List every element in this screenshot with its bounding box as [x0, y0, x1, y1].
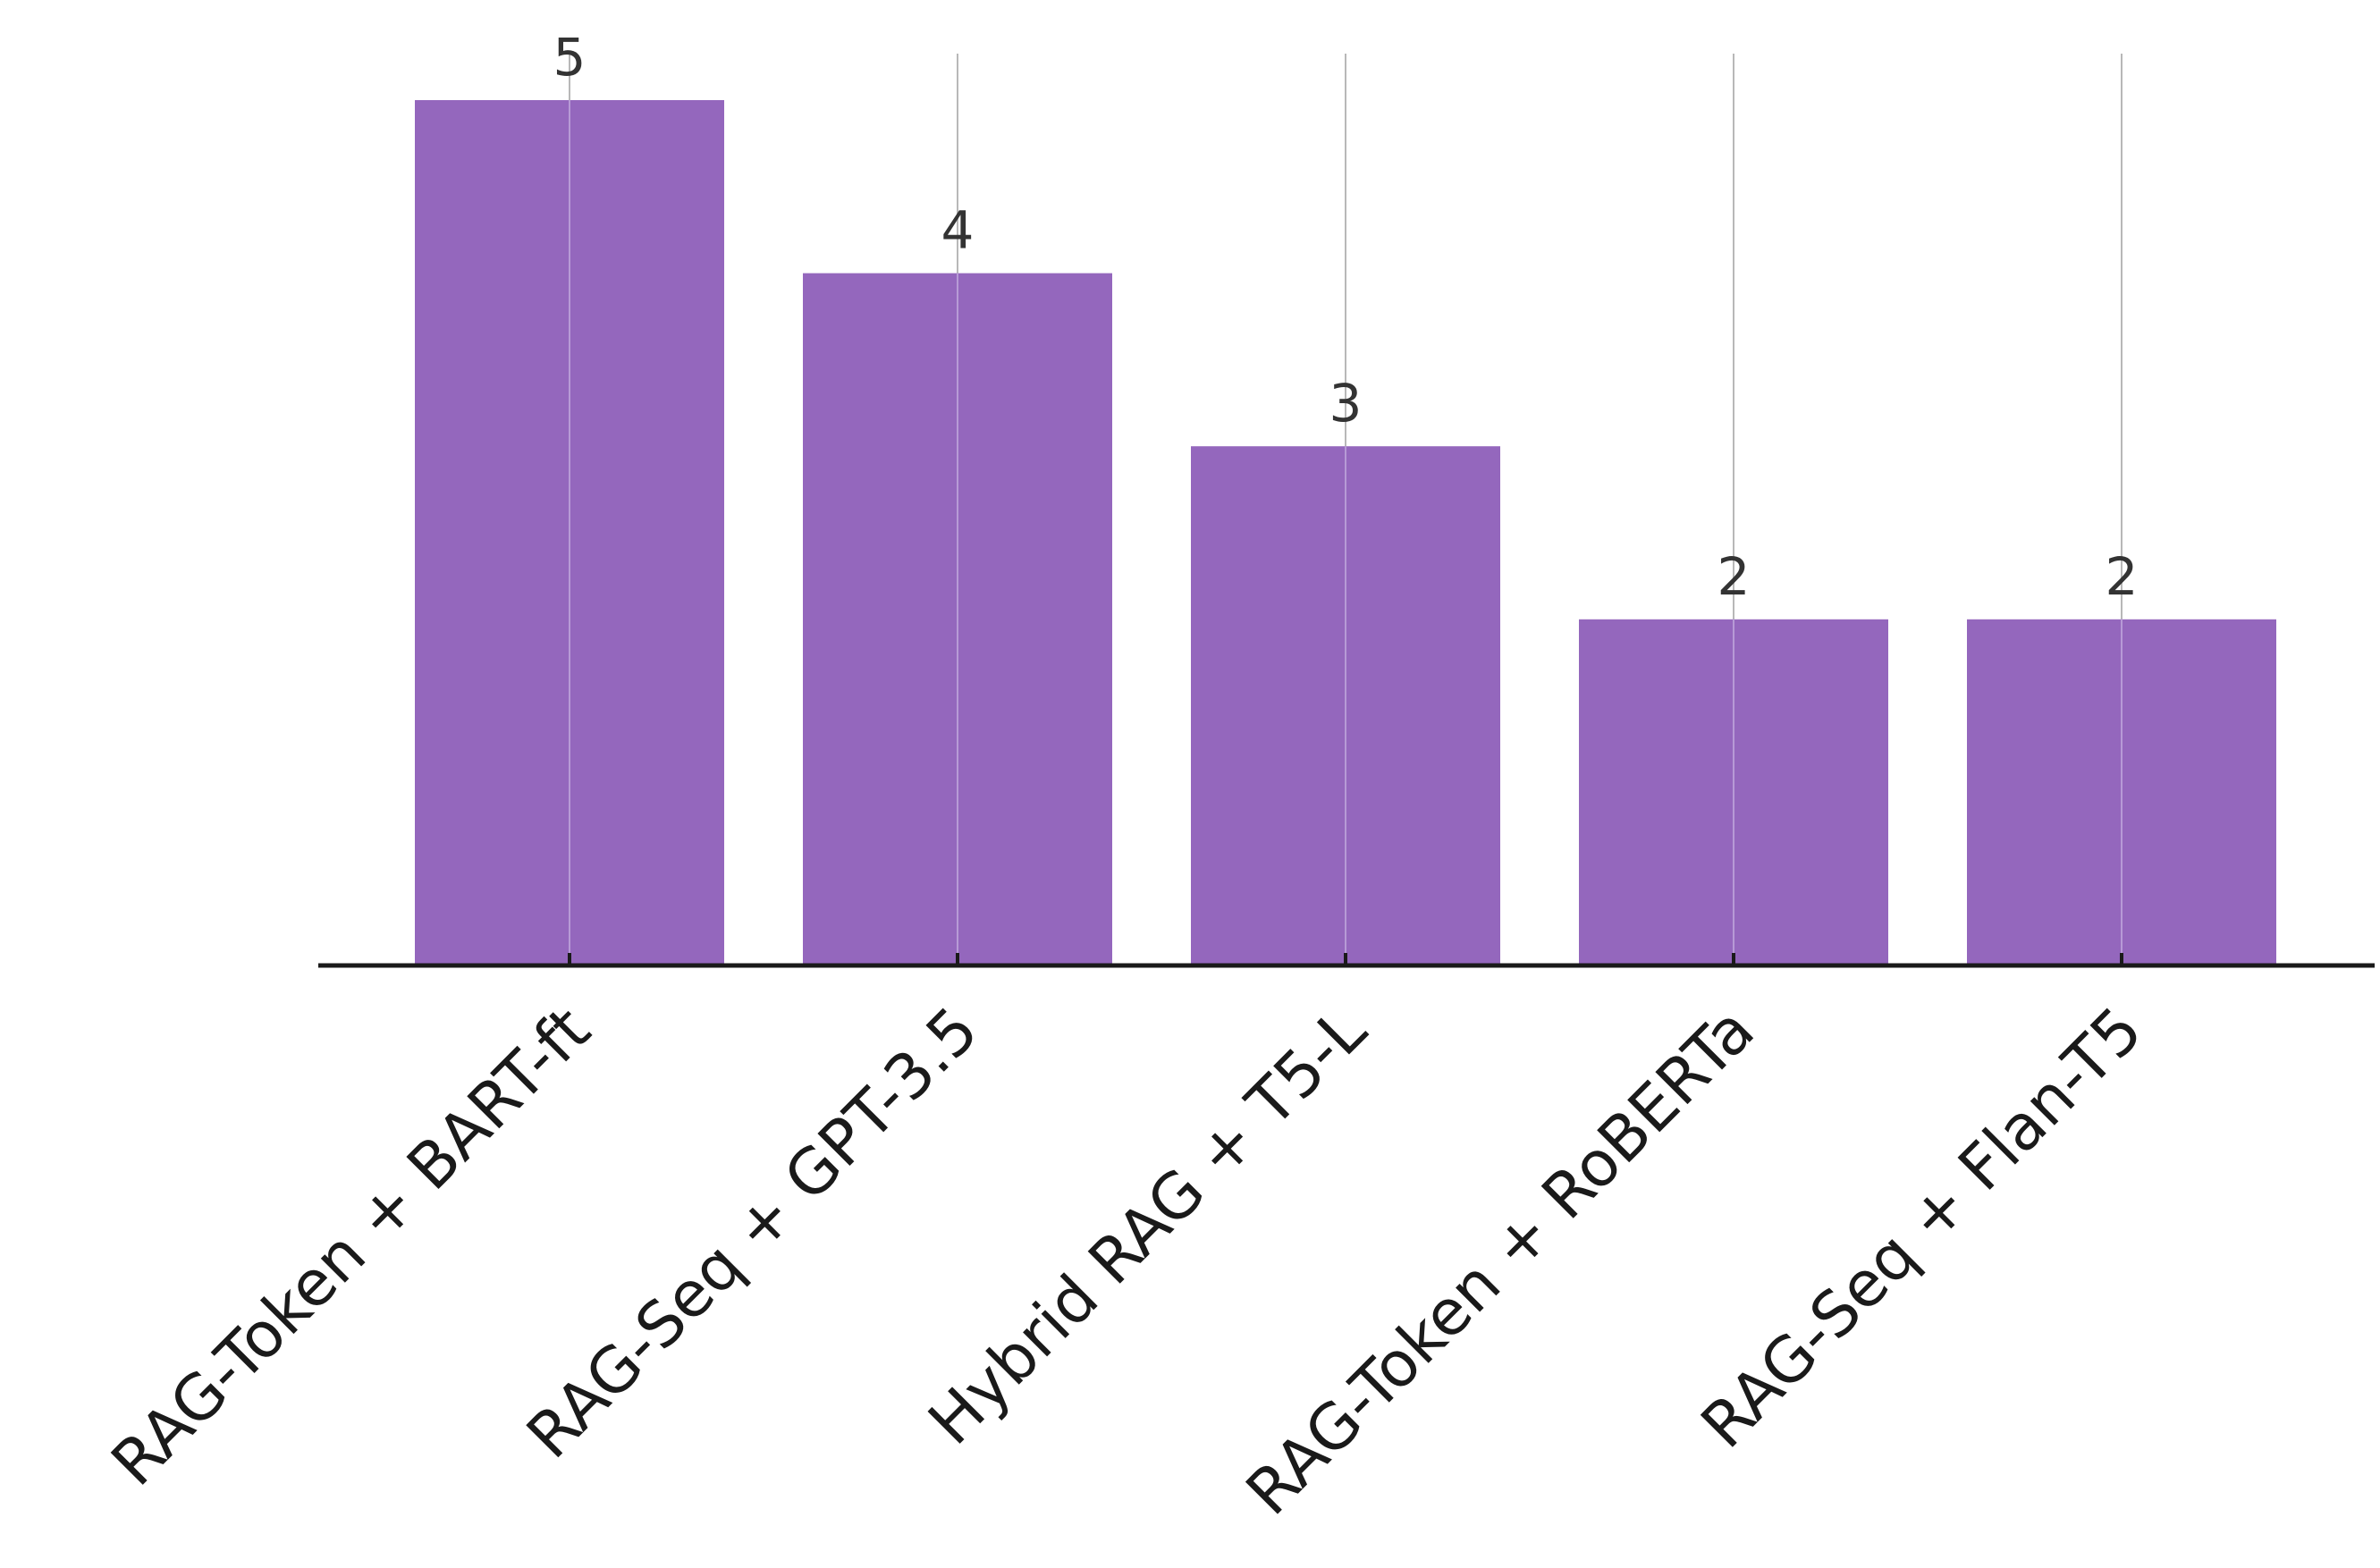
data-label: 5	[553, 27, 587, 88]
data-label: 3	[1329, 373, 1363, 434]
data-label: 2	[1717, 546, 1751, 607]
data-labels: 5 4 3 2 2	[553, 27, 2139, 607]
x-tick-label: RAG-Seq + Flan-T5	[1687, 993, 2156, 1463]
x-axis-ticks	[568, 953, 2123, 965]
bar-center-lines	[569, 100, 2123, 965]
x-tick-label: Hybrid RAG + T5-L	[915, 993, 1380, 1459]
data-label: 2	[2106, 546, 2139, 607]
data-label: 4	[941, 200, 975, 261]
